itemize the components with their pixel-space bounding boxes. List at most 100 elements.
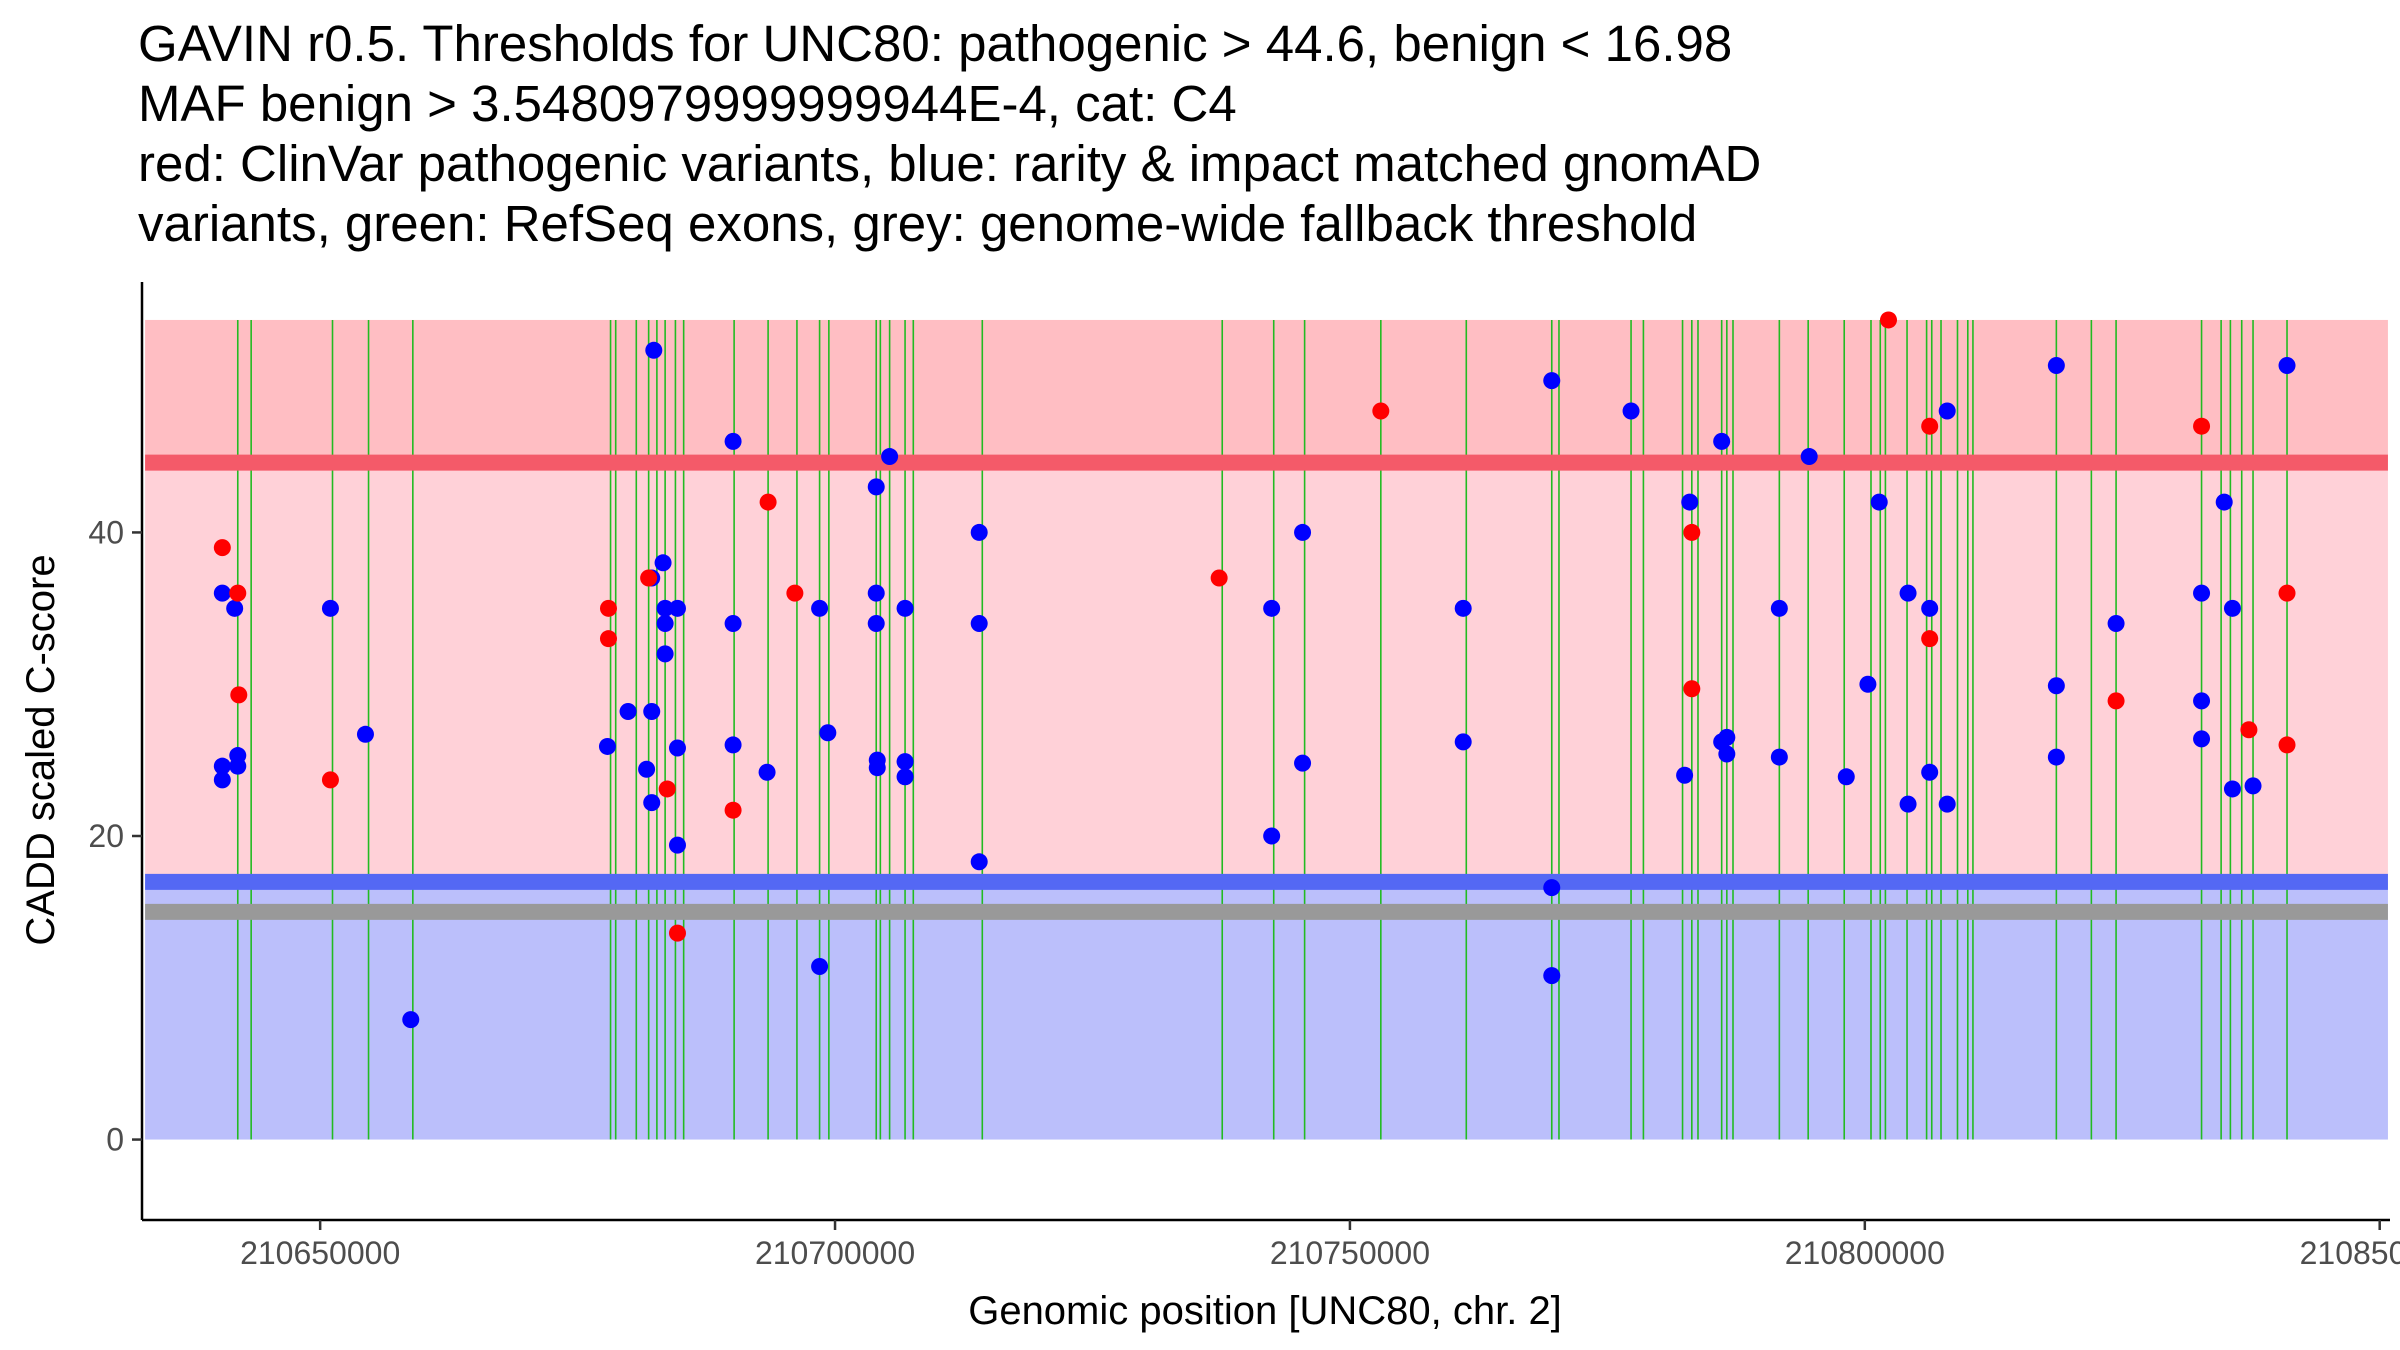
gnomad-point [881, 448, 899, 466]
gnomad-point [2107, 615, 2125, 633]
pathogenic-zone [145, 319, 2388, 463]
gnomad-point [724, 432, 742, 450]
gnomad-point [1837, 768, 1855, 786]
intermediate-zone [145, 462, 2388, 882]
gnomad-point [2193, 730, 2211, 748]
x-tick-label: 210750000 [1270, 1235, 1430, 1271]
gnomad-point [1294, 754, 1312, 772]
gnomad-point [724, 615, 742, 633]
clinvar-point [2278, 584, 2296, 602]
gnomad-point [1718, 728, 1736, 746]
clinvar-point [2193, 417, 2211, 435]
gnomad-point [619, 703, 637, 721]
gnomad-point [2244, 777, 2262, 795]
gnomad-point [1921, 763, 1939, 781]
gnomad-point [638, 760, 656, 778]
gnomad-point [896, 768, 914, 786]
gnomad-point [867, 584, 885, 602]
title-line-1: GAVIN r0.5. Thresholds for UNC80: pathog… [138, 15, 1733, 72]
gnomad-point [1800, 448, 1818, 466]
x-tick-label: 210850000 [2300, 1235, 2400, 1271]
gnomad-point [213, 757, 231, 775]
gnomad-point [896, 753, 914, 771]
gnomad-point [1543, 967, 1561, 985]
x-tick-label: 210800000 [1785, 1235, 1945, 1271]
y-tick-label: 40 [88, 514, 124, 550]
gnomad-point [811, 958, 829, 976]
title-line-2: MAF benign > 3.5480979999999944E-4, cat:… [138, 75, 1237, 132]
gnomad-point [229, 757, 247, 775]
gnomad-point [213, 771, 231, 789]
gnomad-point [970, 853, 988, 871]
gnomad-point [598, 737, 616, 755]
threshold-zones [145, 319, 2388, 1140]
gnomad-point [2193, 584, 2211, 602]
gnomad-point [1713, 432, 1731, 450]
gnomad-point [2223, 599, 2241, 617]
x-axis-title: Genomic position [UNC80, chr. 2] [968, 1289, 1562, 1333]
clinvar-point [599, 599, 617, 617]
clinvar-point [668, 924, 686, 942]
gnomad-point [724, 736, 742, 754]
gnomad-point [1454, 733, 1472, 751]
gnomad-point [656, 615, 674, 633]
gnomad-point [2047, 677, 2065, 695]
gnomad-point [645, 341, 663, 359]
gnomad-point [1770, 599, 1788, 617]
clinvar-point [1921, 417, 1939, 435]
clinvar-point [786, 584, 804, 602]
axes: 210650000 210700000 210750000 210800000 2108… [88, 282, 2400, 1271]
gnomad-point [2223, 780, 2241, 798]
clinvar-point [759, 493, 777, 511]
gnomad-point [213, 584, 231, 602]
clinvar-point [1210, 569, 1228, 587]
gnomad-point [356, 725, 374, 743]
gnomad-point [1454, 599, 1472, 617]
gnomad-point [1899, 795, 1917, 813]
gnomad-point [1543, 879, 1561, 897]
gnomad-point [1294, 523, 1312, 541]
gnomad-point [656, 645, 674, 663]
gnomad-point [1681, 493, 1699, 511]
gnomad-point [896, 599, 914, 617]
gnomad-point [2047, 748, 2065, 766]
clinvar-point [658, 780, 676, 798]
gnomad-point [668, 599, 686, 617]
gnomad-point [226, 599, 244, 617]
clinvar-point [1879, 311, 1897, 329]
gnomad-point [819, 724, 837, 742]
clinvar-point [229, 584, 247, 602]
gnomad-point [1676, 766, 1694, 784]
gnomad-point [970, 615, 988, 633]
gnomad-point [1938, 795, 1956, 813]
benign-zone [145, 881, 2388, 1140]
threshold-lines [145, 454, 2388, 920]
gnomad-point [2193, 692, 2211, 710]
title-line-4: variants, green: RefSeq exons, grey: gen… [138, 195, 1698, 252]
gnomad-point [402, 1011, 420, 1029]
gnomad-point [321, 599, 339, 617]
clinvar-point [599, 630, 617, 648]
gnomad-point [867, 478, 885, 496]
gnomad-point [1921, 599, 1939, 617]
gnomad-point [643, 703, 661, 721]
gnomad-point [1718, 745, 1736, 763]
clinvar-point [1921, 630, 1939, 648]
gnomad-point [970, 523, 988, 541]
y-tick-label: 20 [88, 818, 124, 854]
clinvar-point [230, 686, 248, 704]
gnomad-point [643, 794, 661, 812]
gnomad-point [668, 836, 686, 854]
gnomad-point [758, 763, 776, 781]
gnomad-point [1263, 827, 1281, 845]
title-line-3: red: ClinVar pathogenic variants, blue: … [138, 135, 1762, 192]
gnomad-point [2215, 493, 2233, 511]
y-tick-label: 0 [106, 1122, 124, 1158]
gnomad-point [867, 615, 885, 633]
clinvar-point [724, 801, 742, 819]
gnomad-point [1859, 675, 1877, 693]
chart-title: GAVIN r0.5. Thresholds for UNC80: pathog… [138, 14, 1761, 254]
y-axis-title: CADD scaled C-score [19, 554, 63, 945]
gnomad-point [1770, 748, 1788, 766]
clinvar-point [321, 771, 339, 789]
